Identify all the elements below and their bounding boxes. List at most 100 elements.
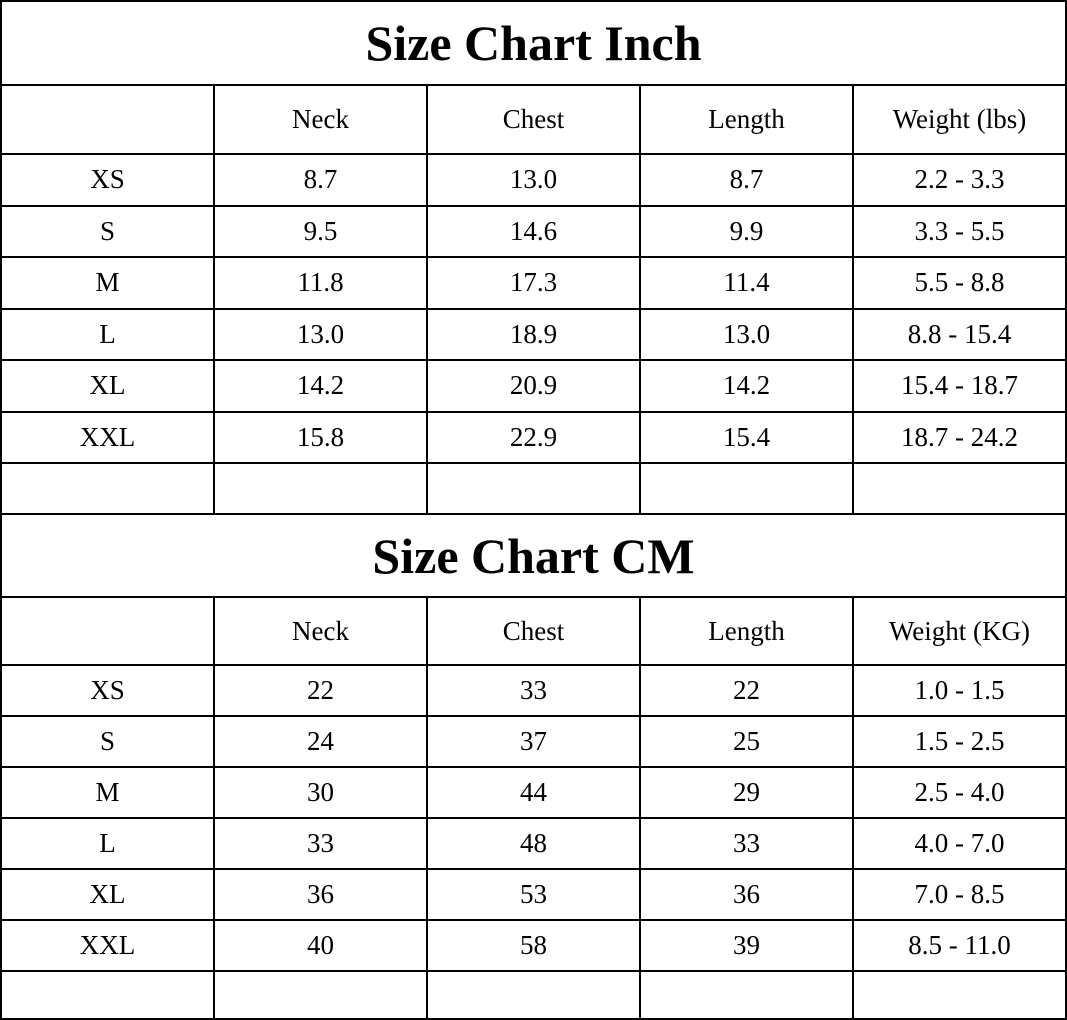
table-cell: 15.8 bbox=[213, 410, 428, 464]
table-cell: 14.2 bbox=[639, 359, 854, 413]
table-cell bbox=[852, 970, 1067, 1020]
table-cell: 1.0 - 1.5 bbox=[852, 664, 1067, 717]
table-row: L 33 48 33 4.0 - 7.0 bbox=[0, 817, 1067, 870]
table-row: XXL 15.8 22.9 15.4 18.7 - 24.2 bbox=[0, 410, 1067, 464]
table-row bbox=[0, 462, 1067, 515]
table-cell bbox=[426, 462, 641, 515]
size-label bbox=[0, 970, 215, 1020]
size-chart-cm-table: Size Chart CM Neck Chest Length Weight (KG) X… bbox=[0, 513, 1067, 1020]
table-cell: 30 bbox=[213, 766, 428, 819]
table-cell: 8.7 bbox=[213, 153, 428, 207]
size-label: XXL bbox=[0, 410, 215, 464]
table-cell: 40 bbox=[213, 919, 428, 972]
table-cell: 20.9 bbox=[426, 359, 641, 413]
size-label: XXL bbox=[0, 919, 215, 972]
table-cell: 3.3 - 5.5 bbox=[852, 204, 1067, 258]
table-cell: 22 bbox=[213, 664, 428, 717]
table-row: S 9.5 14.6 9.9 3.3 - 5.5 bbox=[0, 204, 1067, 258]
table-cell: 4.0 - 7.0 bbox=[852, 817, 1067, 870]
table-cell: 11.4 bbox=[639, 256, 854, 310]
column-header bbox=[0, 84, 215, 155]
size-label: M bbox=[0, 766, 215, 819]
table-cell: 22 bbox=[639, 664, 854, 717]
column-header: Chest bbox=[426, 596, 641, 666]
column-header: Chest bbox=[426, 84, 641, 155]
table-cell: 13.0 bbox=[426, 153, 641, 207]
table-cell: 1.5 - 2.5 bbox=[852, 715, 1067, 768]
size-label: M bbox=[0, 256, 215, 310]
table-cell: 36 bbox=[639, 868, 854, 921]
size-label: XS bbox=[0, 153, 215, 207]
title-row: Size Chart Inch bbox=[0, 0, 1067, 86]
size-label: XL bbox=[0, 868, 215, 921]
table-row: XS 8.7 13.0 8.7 2.2 - 3.3 bbox=[0, 153, 1067, 207]
table-cell bbox=[213, 462, 428, 515]
table-row: M 11.8 17.3 11.4 5.5 - 8.8 bbox=[0, 256, 1067, 310]
table-cell: 5.5 - 8.8 bbox=[852, 256, 1067, 310]
table-title: Size Chart Inch bbox=[0, 0, 1067, 86]
column-header: Neck bbox=[213, 84, 428, 155]
column-header: Neck bbox=[213, 596, 428, 666]
table-cell: 13.0 bbox=[639, 307, 854, 361]
size-label: S bbox=[0, 715, 215, 768]
table-row: XL 36 53 36 7.0 - 8.5 bbox=[0, 868, 1067, 921]
title-row: Size Chart CM bbox=[0, 513, 1067, 598]
size-label: L bbox=[0, 307, 215, 361]
size-label: S bbox=[0, 204, 215, 258]
table-cell: 9.5 bbox=[213, 204, 428, 258]
table-cell: 36 bbox=[213, 868, 428, 921]
table-cell bbox=[639, 462, 854, 515]
table-cell: 48 bbox=[426, 817, 641, 870]
size-label: L bbox=[0, 817, 215, 870]
table-row: XL 14.2 20.9 14.2 15.4 - 18.7 bbox=[0, 359, 1067, 413]
size-label: XL bbox=[0, 359, 215, 413]
table-cell: 37 bbox=[426, 715, 641, 768]
table-cell: 24 bbox=[213, 715, 428, 768]
table-cell: 29 bbox=[639, 766, 854, 819]
table-cell: 44 bbox=[426, 766, 641, 819]
table-cell: 2.2 - 3.3 bbox=[852, 153, 1067, 207]
table-row: S 24 37 25 1.5 - 2.5 bbox=[0, 715, 1067, 768]
table-row: L 13.0 18.9 13.0 8.8 - 15.4 bbox=[0, 307, 1067, 361]
table-cell: 14.2 bbox=[213, 359, 428, 413]
table-row: XS 22 33 22 1.0 - 1.5 bbox=[0, 664, 1067, 717]
table-cell: 39 bbox=[639, 919, 854, 972]
table-cell: 14.6 bbox=[426, 204, 641, 258]
table-cell: 15.4 - 18.7 bbox=[852, 359, 1067, 413]
table-cell: 7.0 - 8.5 bbox=[852, 868, 1067, 921]
column-header: Length bbox=[639, 596, 854, 666]
table-cell: 8.7 bbox=[639, 153, 854, 207]
table-cell bbox=[852, 462, 1067, 515]
column-header: Weight (lbs) bbox=[852, 84, 1067, 155]
size-chart-inch-table: Size Chart Inch Neck Chest Length Weight (lb… bbox=[0, 0, 1067, 515]
table-cell bbox=[213, 970, 428, 1020]
table-cell: 58 bbox=[426, 919, 641, 972]
table-row bbox=[0, 970, 1067, 1020]
table-row: M 30 44 29 2.5 - 4.0 bbox=[0, 766, 1067, 819]
table-cell: 2.5 - 4.0 bbox=[852, 766, 1067, 819]
column-header bbox=[0, 596, 215, 666]
table-cell: 9.9 bbox=[639, 204, 854, 258]
table-cell: 15.4 bbox=[639, 410, 854, 464]
table-cell: 8.5 - 11.0 bbox=[852, 919, 1067, 972]
table-cell: 18.7 - 24.2 bbox=[852, 410, 1067, 464]
table-cell: 25 bbox=[639, 715, 854, 768]
table-cell: 33 bbox=[213, 817, 428, 870]
table-cell: 13.0 bbox=[213, 307, 428, 361]
table-cell: 8.8 - 15.4 bbox=[852, 307, 1067, 361]
table-cell bbox=[426, 970, 641, 1020]
header-row: Neck Chest Length Weight (KG) bbox=[0, 596, 1067, 666]
table-cell: 33 bbox=[639, 817, 854, 870]
header-row: Neck Chest Length Weight (lbs) bbox=[0, 84, 1067, 155]
table-cell: 53 bbox=[426, 868, 641, 921]
size-label bbox=[0, 462, 215, 515]
table-cell: 17.3 bbox=[426, 256, 641, 310]
table-cell: 11.8 bbox=[213, 256, 428, 310]
column-header: Length bbox=[639, 84, 854, 155]
size-label: XS bbox=[0, 664, 215, 717]
column-header: Weight (KG) bbox=[852, 596, 1067, 666]
table-cell: 22.9 bbox=[426, 410, 641, 464]
table-cell: 33 bbox=[426, 664, 641, 717]
table-cell bbox=[639, 970, 854, 1020]
table-cell: 18.9 bbox=[426, 307, 641, 361]
